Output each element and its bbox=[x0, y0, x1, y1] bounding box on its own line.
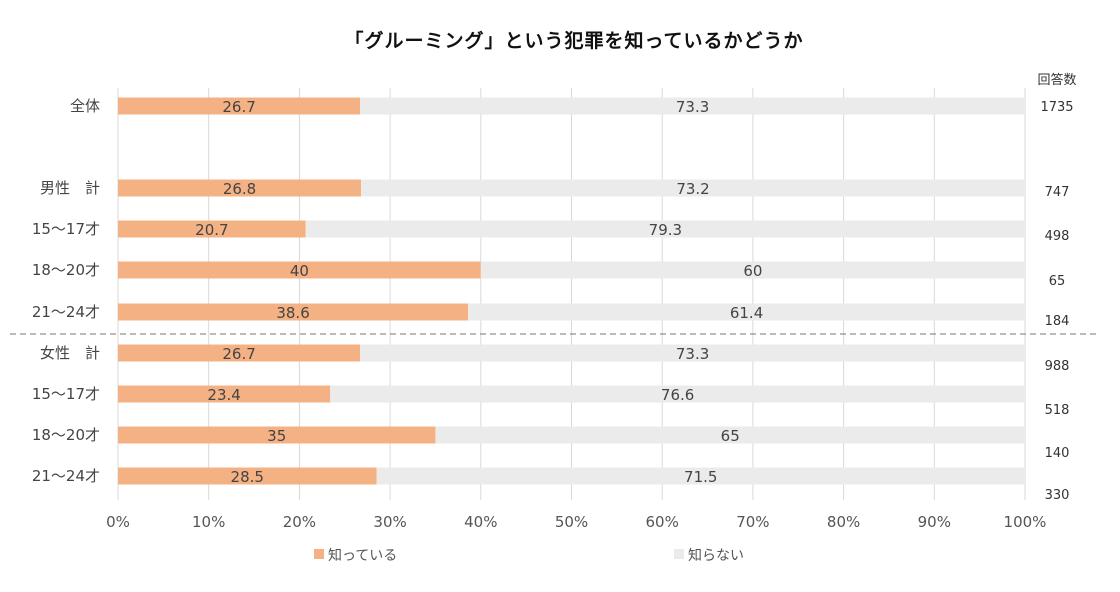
data-label: 71.5 bbox=[684, 468, 717, 486]
chart-title: 「グルーミング」という犯罪を知っているかどうか bbox=[344, 29, 803, 52]
data-label: 26.7 bbox=[222, 345, 255, 363]
category-label: 男性 計 bbox=[40, 179, 100, 197]
legend-item: 知っている bbox=[314, 547, 397, 564]
category-label: 21〜24才 bbox=[32, 303, 100, 321]
response-count: 988 bbox=[1045, 359, 1070, 374]
x-tick-label: 60% bbox=[646, 513, 679, 531]
bar-known bbox=[118, 467, 377, 485]
x-tick-label: 70% bbox=[736, 513, 769, 531]
data-label: 35 bbox=[267, 427, 286, 445]
legend-item: 知らない bbox=[674, 547, 744, 564]
x-tick-label: 0% bbox=[106, 513, 130, 531]
bar-known bbox=[118, 261, 481, 279]
bar-unknown bbox=[360, 344, 1025, 362]
response-count: 518 bbox=[1045, 403, 1070, 418]
bar-unknown bbox=[376, 467, 1025, 485]
data-label: 73.3 bbox=[676, 345, 709, 363]
bar-known bbox=[118, 97, 361, 115]
category-label: 女性 計 bbox=[40, 344, 100, 362]
data-label: 61.4 bbox=[730, 304, 763, 322]
data-label: 38.6 bbox=[276, 304, 309, 322]
data-label: 73.2 bbox=[676, 180, 709, 198]
data-label: 20.7 bbox=[195, 221, 228, 239]
data-label: 73.3 bbox=[676, 98, 709, 116]
x-tick-label: 30% bbox=[373, 513, 406, 531]
category-label: 18〜20才 bbox=[32, 426, 100, 444]
category-label: 15〜17才 bbox=[32, 220, 100, 238]
bar-known bbox=[118, 220, 306, 238]
response-count: 498 bbox=[1045, 229, 1070, 244]
response-count: 184 bbox=[1045, 314, 1070, 329]
x-tick-label: 10% bbox=[192, 513, 225, 531]
x-tick-label: 90% bbox=[918, 513, 951, 531]
legend-swatch bbox=[674, 549, 684, 559]
data-label: 76.6 bbox=[661, 386, 694, 404]
legend-swatch bbox=[314, 549, 324, 559]
response-count: 747 bbox=[1045, 185, 1070, 200]
bar-unknown bbox=[360, 97, 1025, 115]
category-label: 全体 bbox=[70, 97, 100, 115]
data-label: 28.5 bbox=[231, 468, 264, 486]
bar-known bbox=[118, 426, 436, 444]
bar-unknown bbox=[361, 179, 1025, 197]
data-label: 65 bbox=[721, 427, 740, 445]
data-label: 23.4 bbox=[207, 386, 240, 404]
data-label: 40 bbox=[290, 262, 309, 280]
legend-label: 知らない bbox=[688, 547, 744, 564]
response-count: 330 bbox=[1045, 488, 1070, 503]
response-count: 140 bbox=[1045, 446, 1070, 461]
bar-known bbox=[118, 179, 362, 197]
counts-header: 回答数 bbox=[1037, 72, 1076, 88]
data-label: 26.8 bbox=[223, 180, 256, 198]
bar-unknown bbox=[330, 385, 1025, 403]
bar-unknown bbox=[468, 303, 1025, 321]
category-label: 21〜24才 bbox=[32, 467, 100, 485]
x-tick-label: 20% bbox=[283, 513, 316, 531]
response-count: 1735 bbox=[1040, 100, 1073, 115]
bar-unknown bbox=[435, 426, 1025, 444]
x-tick-label: 50% bbox=[555, 513, 588, 531]
data-label: 60 bbox=[743, 262, 762, 280]
bar-known bbox=[118, 344, 361, 362]
legend-label: 知っている bbox=[328, 547, 397, 564]
response-count: 65 bbox=[1049, 274, 1066, 289]
data-label: 79.3 bbox=[649, 221, 682, 239]
category-label: 18〜20才 bbox=[32, 261, 100, 279]
category-label: 15〜17才 bbox=[32, 385, 100, 403]
bar-known bbox=[118, 385, 331, 403]
bar-unknown bbox=[305, 220, 1025, 238]
data-label: 26.7 bbox=[222, 98, 255, 116]
bar-unknown bbox=[480, 261, 1025, 279]
bar-known bbox=[118, 303, 469, 321]
x-tick-label: 100% bbox=[1004, 513, 1047, 531]
x-tick-label: 80% bbox=[827, 513, 860, 531]
x-tick-label: 40% bbox=[464, 513, 497, 531]
